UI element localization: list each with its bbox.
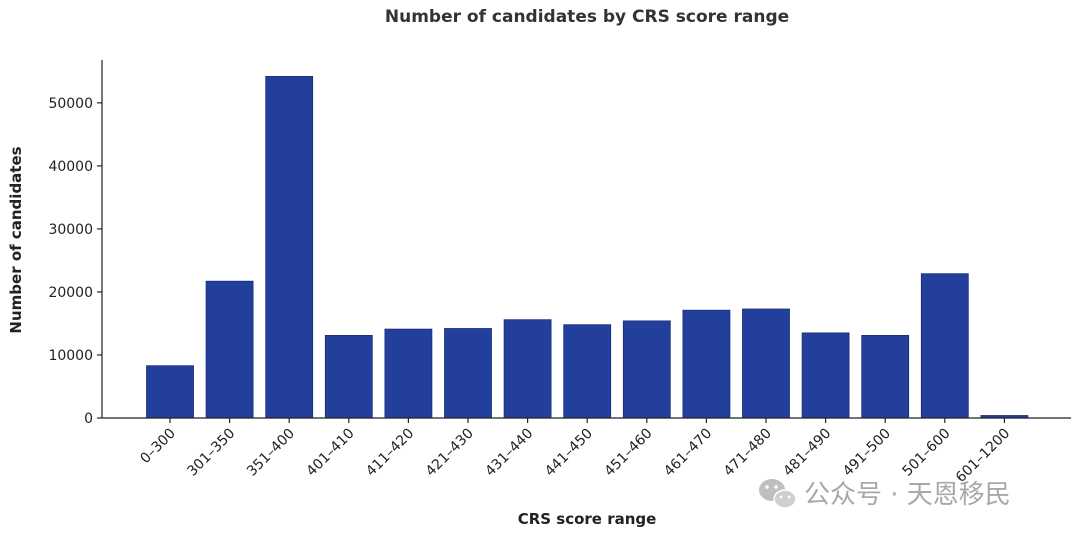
bar-12 — [861, 334, 910, 419]
bar-1 — [205, 280, 254, 419]
x-tick-label-4: 411–420 — [363, 426, 417, 480]
x-tick-label-13: 501–600 — [900, 426, 954, 480]
x-tick-label-7: 441–450 — [542, 426, 596, 480]
x-tick-label-6: 431–440 — [482, 426, 536, 480]
y-axis-label: Number of candidates — [7, 146, 25, 333]
y-tick-label-4: 40000 — [48, 159, 93, 175]
y-tick-label-2: 20000 — [48, 285, 93, 301]
bar-2 — [265, 76, 314, 419]
bar-7 — [563, 324, 612, 419]
bar-8 — [622, 320, 671, 419]
bar-3 — [324, 334, 373, 419]
x-tick-label-9: 461–470 — [661, 426, 715, 480]
y-tick-label-3: 30000 — [48, 222, 93, 238]
bar-11 — [801, 332, 850, 419]
x-ticks-group: 0–300 301–350 351–400 401–410 411–420 421–430… — [137, 418, 1013, 486]
y-ticks-group: 0 10000 20000 30000 40000 50000 — [48, 96, 102, 427]
bar-5 — [444, 328, 492, 419]
bar-4 — [384, 328, 433, 419]
watermark-text: 公众号 · 天恩移民 — [804, 480, 1011, 510]
x-tick-label-14: 601–1200 — [953, 426, 1013, 486]
x-tick-label-2: 351–400 — [244, 426, 298, 480]
y-tick-label-0: 0 — [84, 411, 93, 427]
bar-13 — [920, 273, 969, 419]
bars-group — [146, 76, 1029, 419]
axes-group — [101, 60, 1071, 419]
x-tick-label-0: 0–300 — [137, 426, 178, 467]
chart-title: Number of candidates by CRS score range — [385, 7, 789, 27]
y-tick-label-5: 50000 — [48, 96, 93, 112]
bar-6 — [503, 319, 552, 419]
x-tick-label-3: 401–410 — [304, 426, 358, 480]
x-tick-label-8: 451–460 — [602, 426, 656, 480]
y-tick-label-1: 10000 — [48, 348, 93, 364]
bar-0 — [146, 365, 194, 419]
wechat-icon — [759, 479, 797, 509]
x-tick-label-11: 481–490 — [780, 426, 834, 480]
watermark: 公众号 · 天恩移民 — [759, 479, 1011, 510]
x-axis-label: CRS score range — [518, 510, 657, 528]
bar-10 — [742, 308, 790, 419]
x-tick-label-5: 421–430 — [423, 426, 477, 480]
x-tick-label-12: 491–500 — [840, 426, 894, 480]
x-tick-label-1: 301–350 — [184, 426, 238, 480]
bar-9 — [682, 309, 731, 419]
x-tick-label-10: 471–480 — [721, 426, 775, 480]
